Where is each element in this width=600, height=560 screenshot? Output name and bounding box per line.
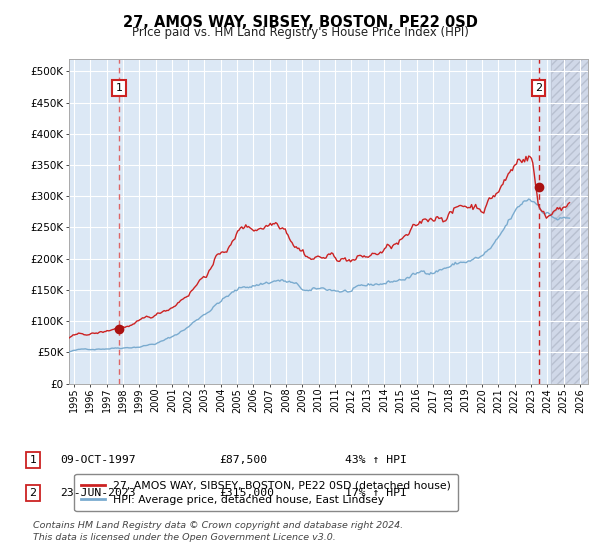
Legend: 27, AMOS WAY, SIBSEY, BOSTON, PE22 0SD (detached house), HPI: Average price, det: 27, AMOS WAY, SIBSEY, BOSTON, PE22 0SD (…: [74, 474, 458, 511]
Bar: [551, 59, 588, 384]
Text: 09-OCT-1997: 09-OCT-1997: [60, 455, 136, 465]
Text: 23-JUN-2023: 23-JUN-2023: [60, 488, 136, 498]
Bar: [551, 59, 588, 384]
Text: 1: 1: [116, 83, 123, 93]
Text: Contains HM Land Registry data © Crown copyright and database right 2024.: Contains HM Land Registry data © Crown c…: [33, 521, 403, 530]
Text: Price paid vs. HM Land Registry's House Price Index (HPI): Price paid vs. HM Land Registry's House …: [131, 26, 469, 39]
Text: £315,000: £315,000: [219, 488, 274, 498]
Text: This data is licensed under the Open Government Licence v3.0.: This data is licensed under the Open Gov…: [33, 533, 336, 542]
Text: £87,500: £87,500: [219, 455, 267, 465]
Text: 2: 2: [29, 488, 37, 498]
Text: 17% ↑ HPI: 17% ↑ HPI: [345, 488, 407, 498]
Text: 43% ↑ HPI: 43% ↑ HPI: [345, 455, 407, 465]
Text: 2: 2: [535, 83, 542, 93]
Text: 1: 1: [29, 455, 37, 465]
Text: 27, AMOS WAY, SIBSEY, BOSTON, PE22 0SD: 27, AMOS WAY, SIBSEY, BOSTON, PE22 0SD: [122, 15, 478, 30]
